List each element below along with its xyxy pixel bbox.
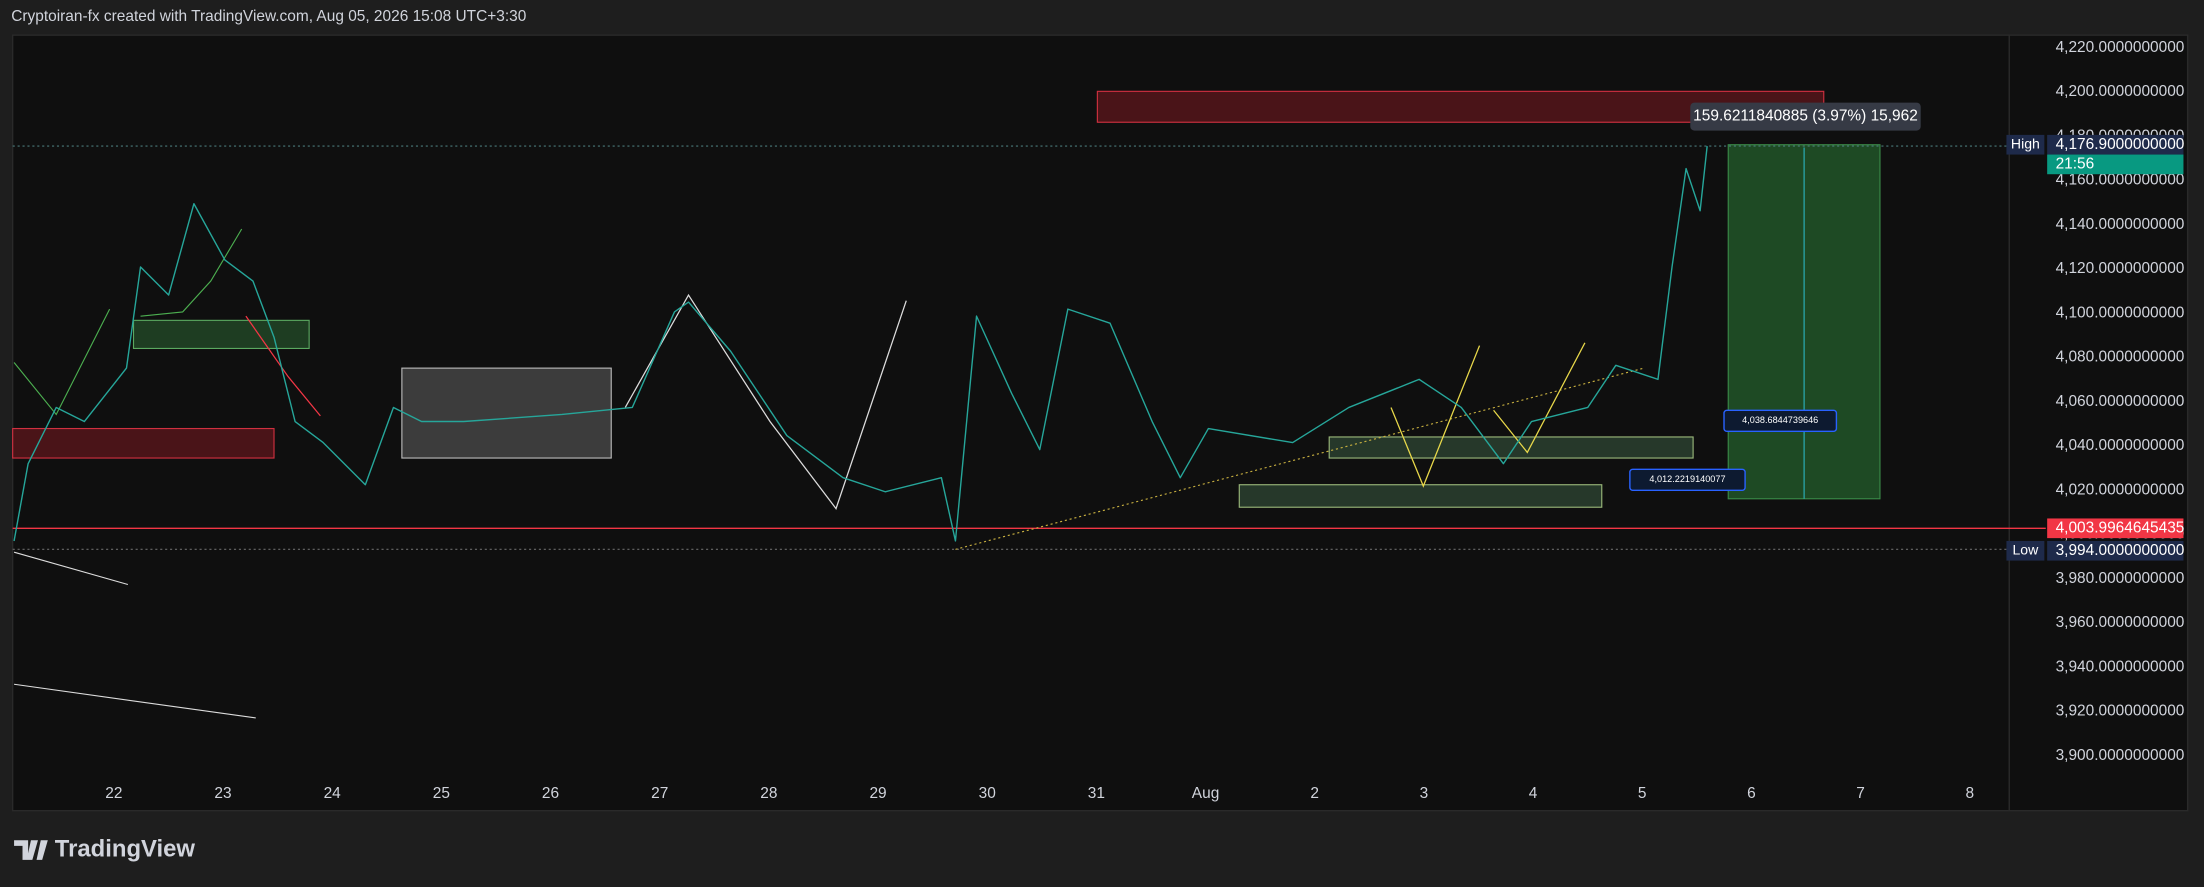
green-path	[13, 308, 111, 416]
yellow-path	[1493, 342, 1586, 454]
date-tick-label: 28	[760, 785, 777, 802]
date-tick-label: 5	[1638, 785, 1647, 802]
current-tag	[2047, 518, 2184, 539]
trend-line	[955, 367, 1645, 550]
price-tick-label: 4,040.0000000000	[2056, 437, 2185, 454]
low-value-tag	[2047, 540, 2184, 561]
green-box	[1328, 436, 1694, 459]
low-value: 3,994.0000000000	[2056, 542, 2185, 559]
price-tick-label: 3,940.0000000000	[2056, 658, 2185, 675]
date-tick-label: 31	[1088, 785, 1105, 802]
price-tick-label: 3,980.0000000000	[2056, 570, 2185, 587]
date-tick-label: 24	[324, 785, 342, 802]
date-tick-label: Aug	[1192, 785, 1219, 802]
green-box	[1238, 484, 1603, 508]
red-path	[245, 315, 321, 417]
date-tick-label: 30	[979, 785, 996, 802]
price-tick-label: 4,160.0000000000	[2056, 172, 2185, 189]
measure-badge	[1690, 102, 1921, 131]
date-tick-label: 26	[542, 785, 559, 802]
green-box	[132, 319, 310, 350]
drawn-line	[13, 551, 129, 586]
note	[1723, 409, 1838, 433]
note	[1629, 468, 1746, 492]
price-tick-label: 4,120.0000000000	[2056, 260, 2185, 277]
high-label: High	[2011, 135, 2040, 151]
price-tick-label: 4,220.0000000000	[2056, 39, 2185, 56]
countdown-tag	[2047, 154, 2184, 175]
date-tick-label: 29	[869, 785, 886, 802]
drawn-line	[14, 683, 256, 719]
header: Cryptoiran-fx created with TradingView.c…	[11, 8, 526, 25]
note-text: 4,038.6844739646	[1742, 415, 1818, 425]
price-tick-label: 3,920.0000000000	[2056, 703, 2185, 720]
price-tick-label: 4,100.0000000000	[2056, 304, 2185, 321]
countdown: 21:56	[2056, 155, 2095, 172]
price-tick-label: 4,020.0000000000	[2056, 481, 2185, 498]
date-tick-label: 4	[1529, 785, 1538, 802]
high-tag	[2006, 134, 2045, 155]
price-tick-label: 4,060.0000000000	[2056, 393, 2185, 410]
price-sketch	[13, 146, 1708, 542]
high-value-tag	[2047, 134, 2184, 155]
date-tick-label: 2	[1310, 785, 1319, 802]
high-value: 4,176.9000000000	[2056, 136, 2185, 153]
current-value: 4,003.9964645435	[2056, 519, 2185, 536]
red-box	[12, 427, 275, 459]
date-tick-label: 27	[651, 785, 668, 802]
price-tick-label: 4,140.0000000000	[2056, 216, 2185, 233]
price-tick-label: 4,200.0000000000	[2056, 83, 2185, 100]
date-tick-label: 25	[433, 785, 450, 802]
date-tick-label: 7	[1856, 785, 1865, 802]
price-tick-label: 3,960.0000000000	[2056, 614, 2185, 631]
white-path	[624, 293, 907, 510]
low-label: Low	[2012, 541, 2039, 557]
date-tick-label: 22	[105, 785, 122, 802]
note-text: 4,012.2219140077	[1649, 474, 1725, 484]
logo-text: TradingView	[55, 835, 196, 862]
green-path	[140, 228, 243, 317]
price-tick-label: 4,080.0000000000	[2056, 349, 2185, 366]
date-tick-label: 23	[214, 785, 231, 802]
date-tick-label: 8	[1965, 785, 1974, 802]
low-tag	[2006, 540, 2045, 561]
date-tick-label: 6	[1747, 785, 1756, 802]
measure-text: 159.6211840885 (3.97%) 15,962	[1693, 108, 1918, 125]
price-tick-label: 3,900.0000000000	[2056, 747, 2185, 764]
yellow-path	[1390, 345, 1481, 488]
date-tick-label: 3	[1420, 785, 1429, 802]
